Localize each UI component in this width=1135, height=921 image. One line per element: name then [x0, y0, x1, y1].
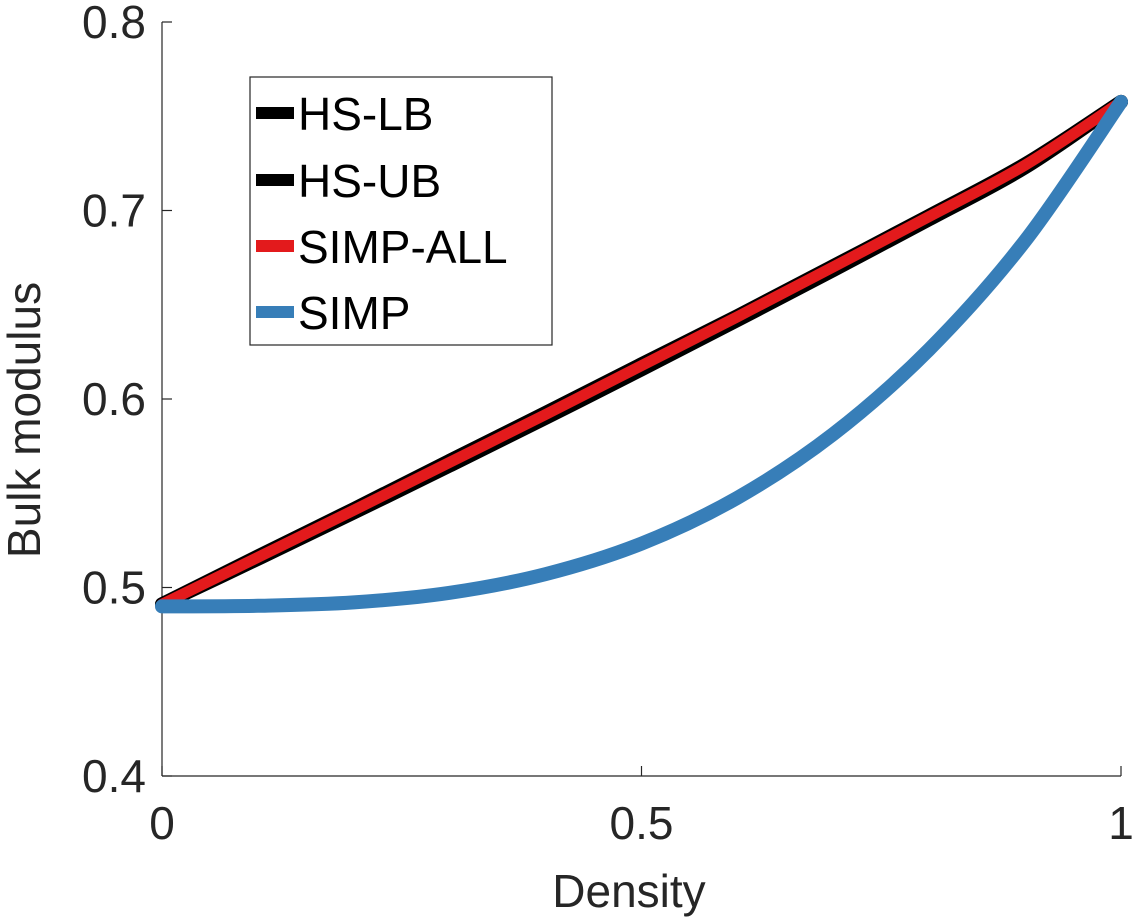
legend-label-hs-lb: HS-LB: [298, 88, 433, 140]
axes: [161, 21, 1122, 777]
series-lines: [155, 94, 1128, 614]
legend: HS-LB HS-UB SIMP-ALL SIMP: [249, 76, 553, 346]
y-axis-label: Bulk modulus: [0, 282, 50, 558]
x-tick-label: 0: [149, 797, 175, 849]
legend-label-simp: SIMP: [298, 287, 410, 339]
tick-labels: 0.4 0.5 0.6 0.7 0.8 0 0.5 1: [82, 0, 1134, 849]
y-tick-label: 0.4: [82, 750, 146, 802]
series-line-simp-all: [156, 96, 1127, 610]
y-tick-label: 0.7: [82, 185, 146, 237]
series-line-simp: [155, 94, 1128, 614]
x-axis-label: Density: [552, 865, 705, 917]
x-tick-label: 1: [1108, 797, 1134, 849]
legend-label-simp-all: SIMP-ALL: [298, 221, 508, 273]
legend-box: [249, 76, 553, 346]
y-tick-label: 0.8: [82, 0, 146, 48]
legend-label-hs-ub: HS-UB: [298, 155, 441, 207]
y-tick-label: 0.5: [82, 562, 146, 614]
x-tick-label: 0.5: [610, 797, 674, 849]
y-tick-label: 0.6: [82, 373, 146, 425]
